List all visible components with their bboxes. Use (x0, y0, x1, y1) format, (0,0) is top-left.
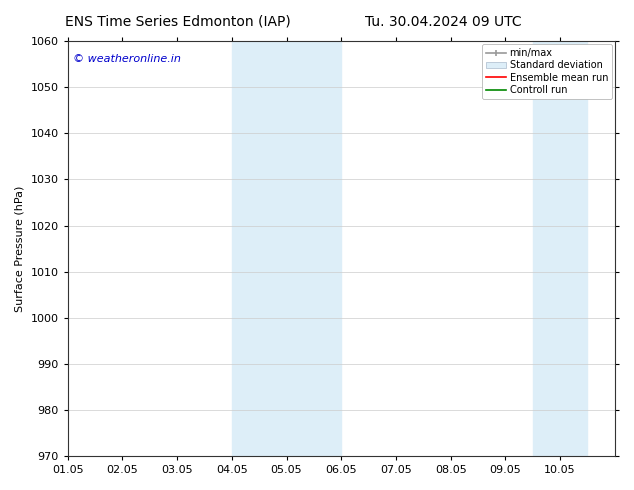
Bar (533, 41, 588, 456)
Text: ENS Time Series Edmonton (IAP): ENS Time Series Edmonton (IAP) (65, 15, 290, 29)
Text: © weatheronline.in: © weatheronline.in (73, 54, 181, 64)
Bar (232, 41, 341, 456)
Y-axis label: Surface Pressure (hPa): Surface Pressure (hPa) (15, 185, 25, 312)
Legend: min/max, Standard deviation, Ensemble mean run, Controll run: min/max, Standard deviation, Ensemble me… (482, 44, 612, 99)
Text: Tu. 30.04.2024 09 UTC: Tu. 30.04.2024 09 UTC (365, 15, 522, 29)
